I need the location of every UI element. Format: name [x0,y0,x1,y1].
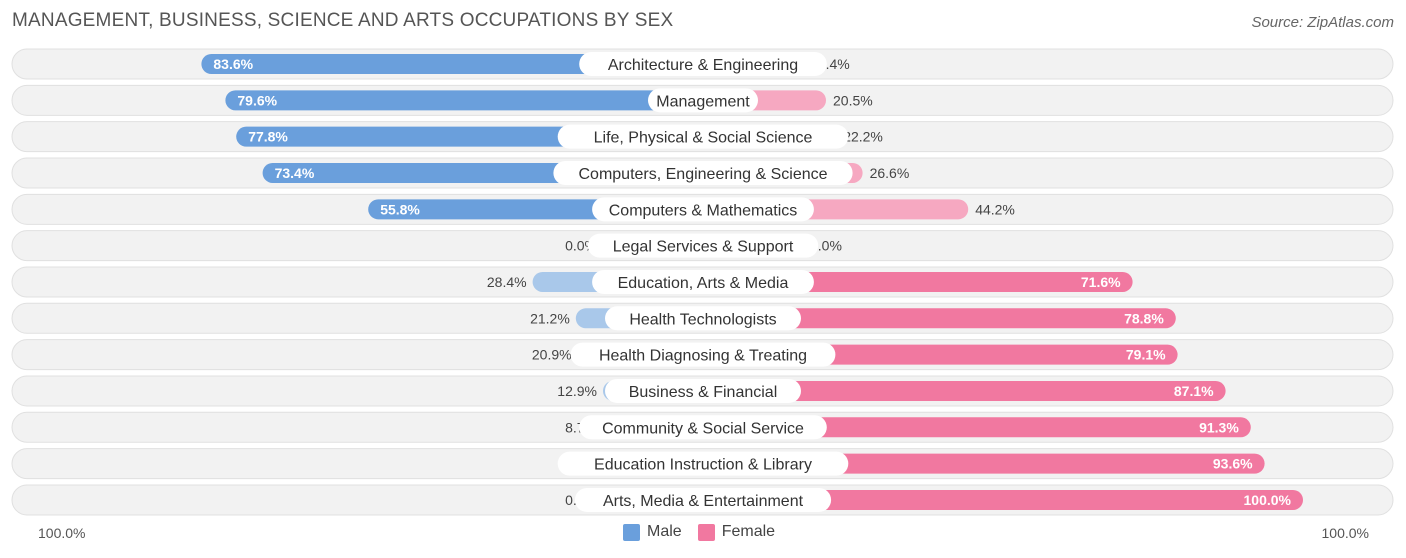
category-label-pill [557,124,849,149]
category-label: Health Diagnosing & Treating [599,348,807,365]
male-value-label: 20.9% [532,347,572,363]
female-value-label: 78.8% [1124,310,1164,326]
female-value-label: 93.6% [1213,456,1253,472]
female-value-label: 87.1% [1174,383,1214,399]
category-label-pill [579,415,827,440]
legend-label-female: Female [721,523,776,540]
male-bar [201,54,703,74]
category-label: Arts, Media & Entertainment [603,493,804,510]
legend-swatch-female [697,523,715,541]
axis-right-label: 100.0% [1321,525,1369,541]
male-value-label: 28.4% [487,274,527,290]
legend-item-female: Female [697,523,776,541]
female-value-label: 71.6% [1081,274,1121,290]
male-value-label: 79.6% [237,92,277,108]
category-label-pill [570,342,836,367]
category-label-pill [648,88,758,113]
legend-label-male: Male [647,523,682,540]
category-label: Business & Financial [629,384,778,401]
category-label: Architecture & Engineering [608,57,798,74]
male-value-label: 83.6% [213,56,253,72]
male-bar [225,90,703,111]
male-value-label: 55.8% [380,201,420,217]
male-value-label: 21.2% [530,310,570,326]
category-label: Management [656,93,750,110]
legend-swatch-male [623,523,640,541]
female-bar [703,380,1226,401]
male-value-label: 73.4% [275,165,315,181]
female-bar [703,308,1176,329]
category-label: Health Technologists [629,311,776,328]
legend-item-male: Male [623,523,682,541]
female-value-label: 20.5% [833,92,873,108]
female-bar [703,489,1303,510]
female-value-label: 91.3% [1199,419,1239,435]
category-label-pill [587,233,819,258]
chart-title: MANAGEMENT, BUSINESS, SCIENCE AND ARTS O… [12,10,674,31]
category-label-pill [553,160,853,185]
male-value-label: 77.8% [248,129,288,145]
female-value-label: 26.6% [870,165,910,181]
category-label-pill [557,451,849,476]
chart-source: Source: ZipAtlas.com [1251,14,1394,31]
diverging-bar-chart: 83.6% 16.4%Architecture & Engineering79.6… [11,48,1394,516]
female-value-label: 0.0% [810,238,842,254]
category-label: Community & Social Service [602,420,804,437]
category-label-pill [574,487,832,512]
category-label-pill [579,52,827,76]
axis-left-label: 100.0% [38,525,86,541]
category-label: Computers & Mathematics [609,202,798,219]
legend: Male Female [623,523,791,541]
female-value-label: 44.2% [975,201,1015,217]
category-label-pill [592,269,814,294]
female-value-label: 79.1% [1126,347,1166,363]
female-value-label: 22.2% [843,129,883,145]
category-label: Legal Services & Support [613,239,794,256]
category-label-pill [592,197,814,222]
male-value-label: 12.9% [557,383,597,399]
category-label-pill [605,306,801,331]
female-value-label: 100.0% [1244,492,1292,508]
category-label: Education Instruction & Library [594,457,812,474]
category-label: Life, Physical & Social Science [594,130,813,147]
category-label: Education, Arts & Media [618,275,789,292]
category-label-pill [605,378,801,403]
female-bar [703,417,1251,438]
category-label: Computers, Engineering & Science [578,166,827,183]
